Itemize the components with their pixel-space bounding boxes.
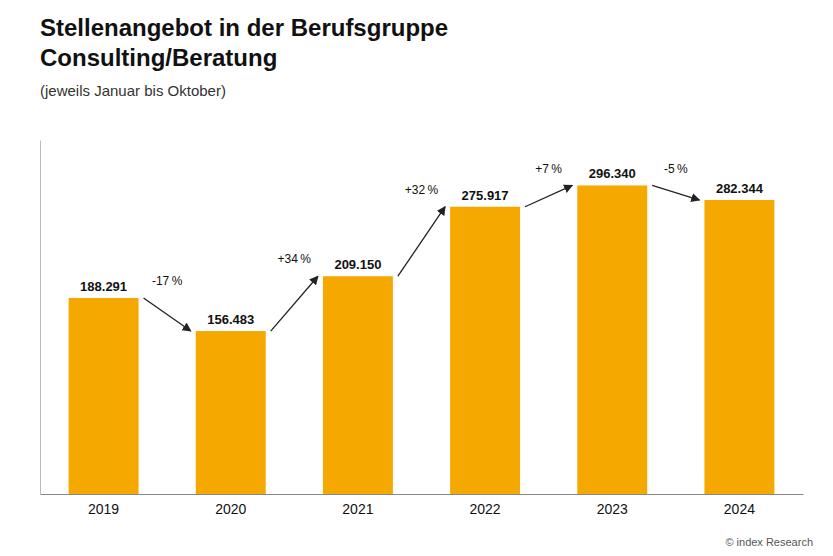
- title: Stellenangebot in der Berufsgruppe Consul…: [40, 14, 448, 71]
- x-tick-label: 2024: [724, 501, 755, 517]
- y-axis-line: [40, 141, 41, 495]
- data-label: 296.340: [589, 166, 636, 181]
- x-tick: 2019: [88, 501, 119, 517]
- change-label: +34 %: [278, 252, 312, 266]
- x-tick: 2024: [724, 501, 755, 517]
- change-arrow: [652, 185, 699, 200]
- x-axis-line: [41, 494, 804, 495]
- bar: [450, 207, 520, 494]
- bar: [69, 298, 139, 494]
- data-label: 209.150: [334, 257, 381, 272]
- x-tick: 2022: [470, 501, 501, 517]
- chart: Stellenangebot in der Berufsgruppe Consul…: [0, 0, 833, 556]
- data-labels: 188.291 156.483 209.150 275.917 296.340 282.3…: [80, 166, 764, 327]
- bar: [196, 331, 266, 494]
- source: © index Research: [725, 536, 813, 548]
- x-tick-label: 2019: [88, 501, 119, 517]
- x-tick-label: 2021: [342, 501, 373, 517]
- change-label: -17 %: [152, 274, 183, 288]
- change-label: -5 %: [664, 162, 688, 176]
- title-line: Stellenangebot in der Berufsgruppe: [40, 14, 448, 41]
- title-line: Consulting/Beratung: [40, 44, 277, 71]
- data-label: 156.483: [207, 312, 254, 327]
- x-tick-label: 2023: [597, 501, 628, 517]
- x-tick: 2020: [215, 501, 246, 517]
- x-axis: 2019 2020 2021 2022 2023 2024: [41, 495, 804, 517]
- change-annotations: -17 % +34 % +32 % +7 % -5 %: [144, 162, 700, 331]
- x-tick: 2021: [342, 501, 373, 517]
- data-label: 275.917: [462, 188, 509, 203]
- data-label: 188.291: [80, 279, 127, 294]
- bar: [577, 185, 647, 494]
- change-arrow: [525, 185, 572, 206]
- bar: [704, 200, 774, 494]
- change-arrow: [144, 298, 191, 331]
- y-axis: [40, 141, 41, 495]
- change-arrow: [271, 276, 318, 331]
- x-tick: 2023: [597, 501, 628, 517]
- plot-area: [69, 185, 775, 494]
- change-label: +7 %: [535, 162, 562, 176]
- data-label: 282.344: [716, 181, 764, 196]
- x-tick-label: 2022: [470, 501, 501, 517]
- x-tick-label: 2020: [215, 501, 246, 517]
- change-arrow: [398, 207, 445, 277]
- subtitle: (jeweils Januar bis Oktober): [40, 82, 226, 99]
- change-label: +32 %: [405, 183, 439, 197]
- bar: [323, 276, 393, 494]
